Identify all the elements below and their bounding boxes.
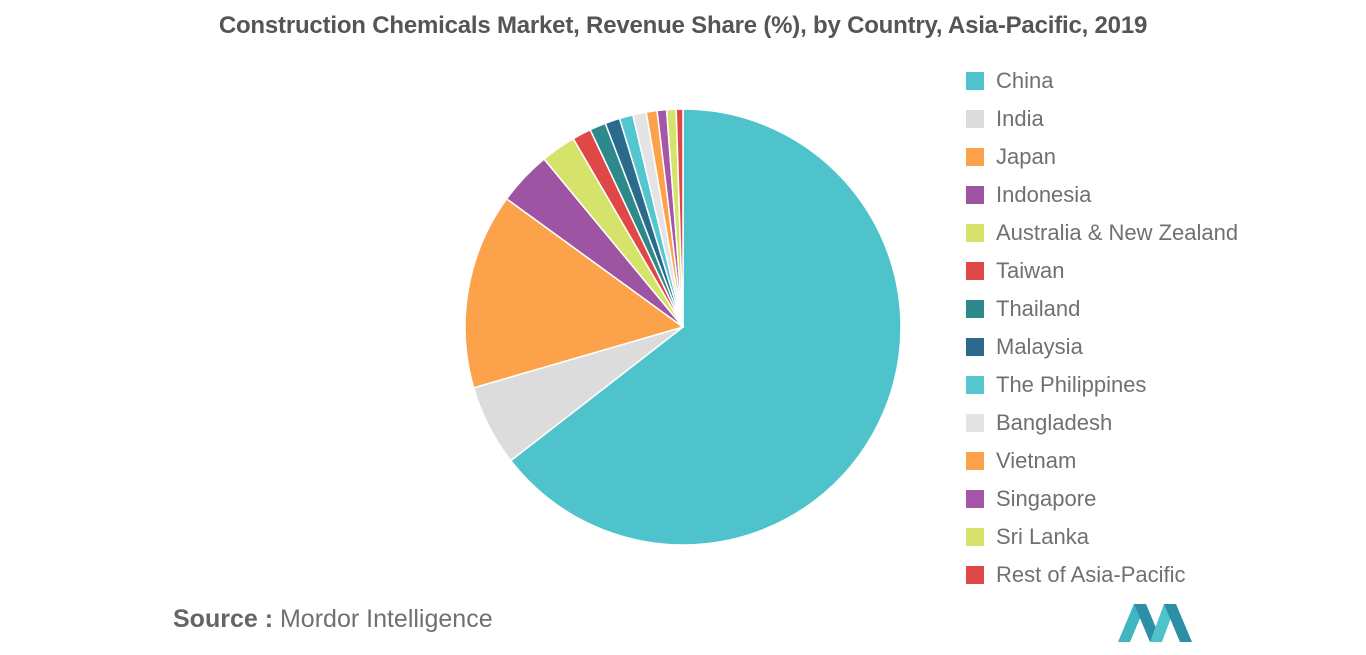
legend-swatch [966,72,984,90]
legend-label: Malaysia [996,334,1083,359]
legend-item-malaysia: Malaysia [966,328,1238,366]
legend-label: Japan [996,144,1056,169]
legend-label: Bangladesh [996,410,1113,435]
legend-item-indonesia: Indonesia [966,176,1238,214]
legend-swatch [966,566,984,584]
legend-label: China [996,68,1054,93]
legend-swatch [966,300,984,318]
legend-item-australia-new-zealand: Australia & New Zealand [966,214,1238,252]
legend-item-taiwan: Taiwan [966,252,1238,290]
legend-item-rest-of-asia-pacific: Rest of Asia-Pacific [966,556,1238,594]
legend-label: Thailand [996,296,1081,321]
legend-item-bangladesh: Bangladesh [966,404,1238,442]
legend-swatch [966,224,984,242]
legend-item-india: India [966,100,1238,138]
legend-item-china: China [966,62,1238,100]
legend-label: India [996,106,1044,131]
legend-swatch [966,452,984,470]
source-note: Source : Mordor Intelligence [173,605,493,634]
pie-slice-rest-of-asia-pacific [675,108,684,328]
chart-title: Construction Chemicals Market, Revenue S… [218,12,1148,39]
legend-swatch [966,414,984,432]
legend-swatch [966,110,984,128]
legend-swatch [966,376,984,394]
legend-label: The Philippines [996,372,1147,397]
pie-slice-china [509,108,902,546]
legend-item-vietnam: Vietnam [966,442,1238,480]
legend-swatch [966,528,984,546]
legend-swatch [966,262,984,280]
legend-label: Rest of Asia-Pacific [996,562,1186,587]
legend-label: Taiwan [996,258,1065,283]
legend-item-thailand: Thailand [966,290,1238,328]
legend-label: Indonesia [996,182,1092,207]
legend-item-japan: Japan [966,138,1238,176]
legend-label: Australia & New Zealand [996,220,1239,245]
source-prefix: Source : [173,605,274,633]
mordor-intelligence-logo-icon [1118,604,1192,642]
legend-label: Singapore [996,486,1097,511]
pie-slice-japan [464,197,685,389]
legend-label: Vietnam [996,448,1077,473]
legend-label: Sri Lanka [996,524,1089,549]
legend-swatch [966,186,984,204]
legend-item-the-philippines: The Philippines [966,366,1238,404]
chart-legend: China India Japan Indonesia Australia & New … [966,62,1238,594]
legend-swatch [966,148,984,166]
legend-item-singapore: Singapore [966,480,1238,518]
legend-item-sri-lanka: Sri Lanka [966,518,1238,556]
legend-swatch [966,490,984,508]
source-name: Mordor Intelligence [279,605,493,633]
legend-swatch [966,338,984,356]
pie-slices [464,108,902,546]
